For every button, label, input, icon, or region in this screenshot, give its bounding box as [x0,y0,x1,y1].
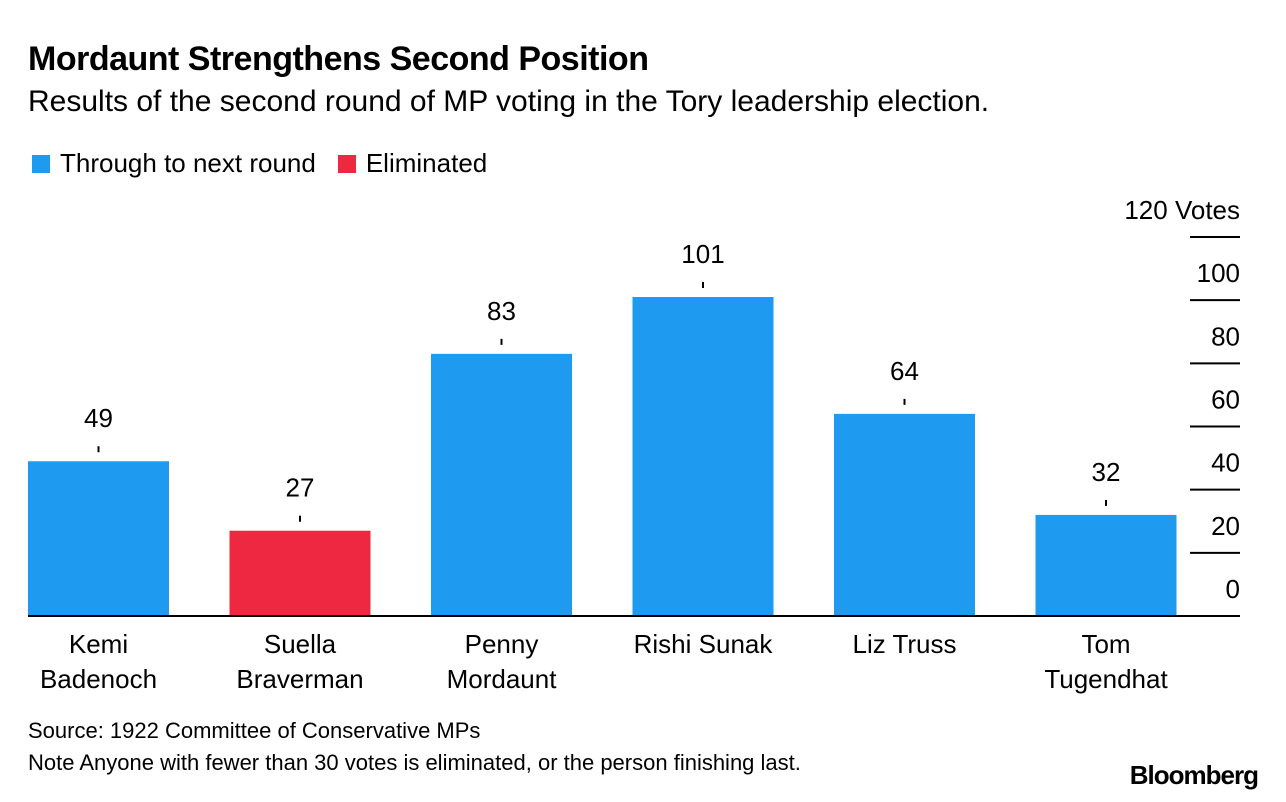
bar-1 [229,530,371,616]
legend: Through to next round Eliminated [32,148,509,179]
value-label-4: 64 [890,356,919,386]
legend-label-eliminated: Eliminated [365,148,488,178]
category-label-line: Rishi Sunak [634,629,774,659]
chart-title: Mordaunt Strengthens Second Position [28,40,649,78]
value-label-0: 49 [84,403,113,433]
category-label-5: Tom Tugendhat [1044,629,1168,694]
category-label-line: Tom [1081,629,1130,659]
legend-item-through: Through to next round [32,148,316,179]
chart-subtitle: Results of the second round of MP voting… [28,85,990,118]
bar-0 [28,461,169,616]
y-tick-label-60: 60 [1211,385,1240,415]
category-label-1: Suella Braverman [236,629,363,694]
category-label-4: Liz Truss [852,629,956,659]
category-label-line: Kemi [69,629,128,659]
y-tick-label-20: 20 [1211,511,1240,541]
value-label-1: 27 [286,473,315,503]
y-tick-label-80: 80 [1211,321,1240,351]
value-label-3: 101 [681,239,724,269]
category-label-line: Liz Truss [852,629,956,659]
category-label-line: Mordaunt [447,664,558,694]
category-label-line: Badenoch [40,664,157,694]
y-tick-label-100: 100 [1197,258,1240,288]
legend-label-through: Through to next round [60,148,316,178]
bloomberg-logo: Bloomberg [1129,760,1259,790]
category-label-line: Braverman [236,664,363,694]
category-label-0: Kemi Badenoch [40,629,157,694]
value-label-5: 32 [1092,457,1121,487]
bar-2 [431,353,572,616]
category-label-line: Tugendhat [1044,664,1168,694]
source-note: Source: 1922 Committee of Conservative M… [28,718,481,743]
y-tick-label-120: 120 Votes [1124,195,1240,225]
y-tick-label-0: 0 [1226,574,1240,604]
legend-item-eliminated: Eliminated [337,148,488,179]
bar-4 [834,413,975,616]
category-label-line: Penny [465,629,539,659]
bar-3 [632,297,774,616]
legend-swatch-through [32,154,50,173]
bar-5 [1035,514,1177,616]
legend-swatch-eliminated [337,154,356,173]
value-label-2: 83 [487,296,516,326]
footnote: Note Anyone with fewer than 30 votes is … [28,750,801,775]
category-label-line: Suella [264,629,337,659]
y-tick-label-40: 40 [1211,448,1240,478]
category-label-3: Rishi Sunak [634,629,774,659]
category-label-2: Penny Mordaunt [447,629,558,694]
